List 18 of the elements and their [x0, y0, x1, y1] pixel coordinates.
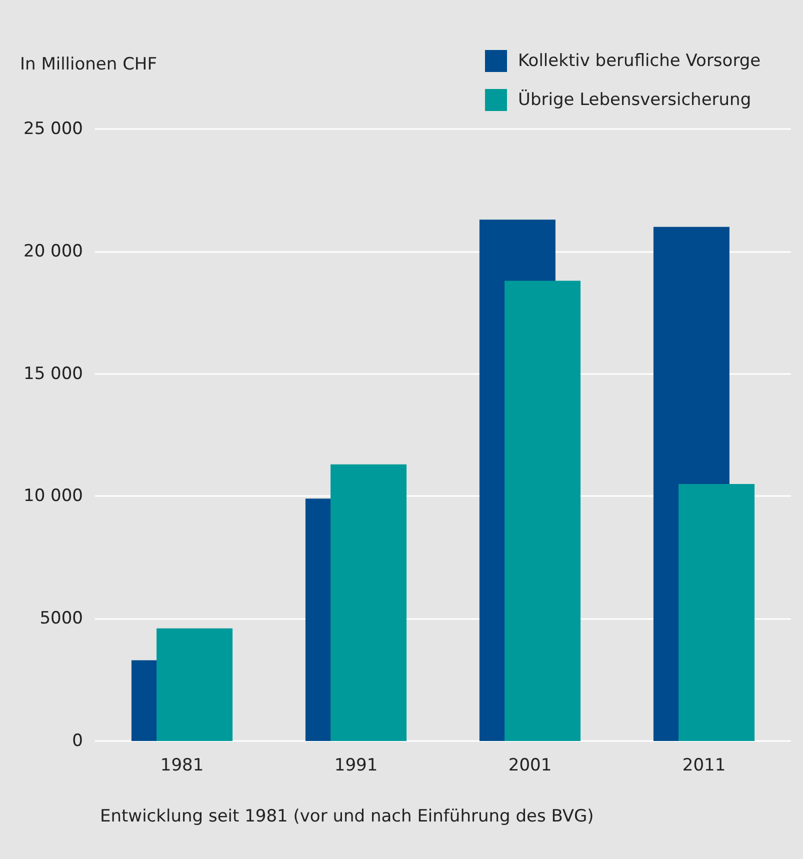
bar [156, 628, 233, 741]
y-tick-label: 25 000 [24, 119, 83, 139]
bar [678, 484, 755, 741]
y-tick-label: 20 000 [24, 241, 83, 262]
bar [504, 280, 581, 741]
y-tick-label: 10 000 [24, 486, 83, 506]
x-axis-title: Entwicklung seit 1981 (vor und nach Einführung des BVG) [100, 806, 594, 826]
x-tick-label: 1991 [334, 756, 378, 776]
x-tick-label: 2011 [682, 756, 726, 776]
y-tick-label: 0 [72, 731, 83, 751]
x-tick-label: 2001 [508, 756, 552, 776]
y-tick-label: 15 000 [24, 364, 83, 384]
bar [330, 464, 407, 741]
legend-label: Kollektiv berufliche Vorsorge [518, 51, 761, 71]
legend-label: Übrige Lebensversicherung [518, 89, 752, 110]
y-tick-label: 5000 [40, 608, 83, 629]
x-tick-label: 1981 [160, 756, 204, 776]
y-axis-title: In Millionen CHF [20, 54, 157, 74]
